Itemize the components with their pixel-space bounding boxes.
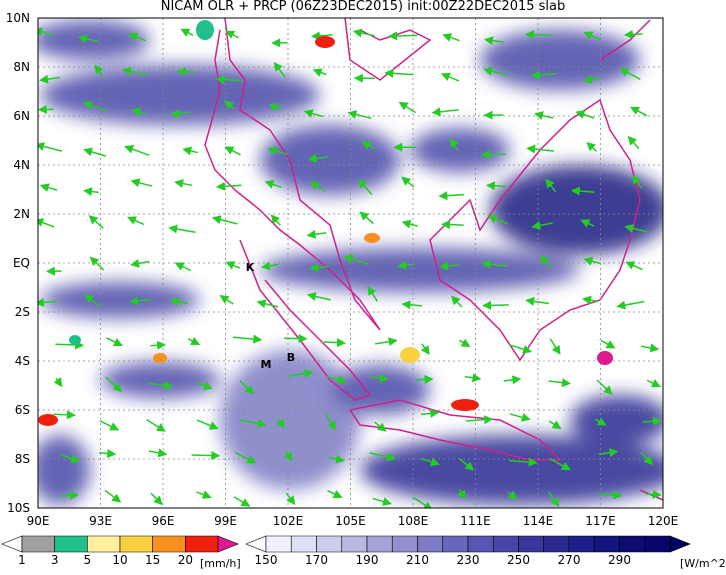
colorbar-swatch [443, 536, 468, 552]
colorbar-swatch [246, 536, 266, 552]
lon-label: 102E [273, 514, 304, 528]
colorbar-label: 270 [558, 553, 581, 567]
lat-label: 8N [13, 60, 30, 74]
colorbar-unit: [mm/h] [200, 557, 241, 570]
place-marker: M [261, 358, 272, 371]
lon-label: 90E [27, 514, 50, 528]
colorbar-swatch [55, 536, 88, 552]
colorbar-swatch [493, 536, 518, 552]
colorbar-swatch [22, 536, 55, 552]
wind-arrow [284, 338, 306, 339]
wind-arrow [484, 305, 509, 306]
place-marker: K [246, 261, 255, 274]
colorbar-unit: [W/m^2] [680, 557, 726, 570]
wind-arrow [178, 71, 195, 72]
lat-label: 6S [15, 403, 30, 417]
colorbar-swatch [342, 536, 367, 552]
colorbar-label: 290 [608, 553, 631, 567]
colorbar-label: 3 [51, 553, 59, 567]
lat-label: 2N [13, 207, 30, 221]
colorbar-swatch [120, 536, 153, 552]
colorbar-swatch [153, 536, 186, 552]
lat-label: 4S [15, 354, 30, 368]
lat-label: 10N [6, 11, 30, 25]
colorbar-swatch [317, 536, 342, 552]
colorbar-swatch [519, 536, 544, 552]
wind-arrow [416, 379, 432, 380]
wind-arrow [54, 414, 75, 415]
wind-arrow [625, 34, 642, 35]
wind-arrow [55, 344, 82, 345]
colorbar-swatch [392, 536, 417, 552]
map-title: NICAM OLR + PRCP (06Z23DEC2015) init:00Z… [161, 0, 566, 14]
colorbar-swatch [468, 536, 493, 552]
colorbar-swatch [418, 536, 443, 552]
lon-label: 111E [460, 514, 491, 528]
wind-arrow [324, 342, 345, 343]
colorbar-label: 190 [356, 553, 379, 567]
wind-arrow [59, 495, 77, 496]
lat-label: EQ [13, 256, 30, 270]
colorbar-swatch [291, 536, 316, 552]
lon-label: 99E [214, 514, 237, 528]
lon-label: 120E [648, 514, 679, 528]
colorbar-swatch [569, 536, 594, 552]
colorbar-label: 20 [178, 553, 193, 567]
lon-label: 108E [398, 514, 429, 528]
colorbar-label: 210 [406, 553, 429, 567]
wind-arrow [390, 35, 418, 36]
colorbar-swatch [670, 536, 690, 552]
wind-arrow [150, 345, 164, 346]
lat-label: 8S [15, 452, 30, 466]
lat-label: 6N [13, 109, 30, 123]
wind-arrow [442, 224, 463, 225]
colorbar-swatch [218, 536, 238, 552]
colorbar-label: 15 [145, 553, 160, 567]
map-area [30, 18, 680, 509]
colorbar-label: 1 [18, 553, 26, 567]
colorbar-swatch [594, 536, 619, 552]
lon-label: 93E [89, 514, 112, 528]
lon-label: 117E [585, 514, 616, 528]
lat-label: 4N [13, 158, 30, 172]
colorbar-swatch [266, 536, 291, 552]
lon-label: 105E [335, 514, 366, 528]
colorbar-swatch [645, 536, 670, 552]
colorbar-swatch [367, 536, 392, 552]
wind-arrow [192, 455, 219, 456]
colorbar-swatch [620, 536, 645, 552]
lat-label: 10S [7, 501, 30, 515]
lon-label: 114E [523, 514, 554, 528]
colorbar-label: 250 [507, 553, 530, 567]
colorbar-label: 150 [255, 553, 278, 567]
colorbar-label: 230 [457, 553, 480, 567]
colorbar-label: 170 [305, 553, 328, 567]
colorbar-label: 10 [112, 553, 127, 567]
colorbar-label: 5 [84, 553, 92, 567]
colorbar-swatch [2, 536, 22, 552]
wind-arrow [526, 34, 552, 35]
place-marker: B [287, 351, 295, 364]
lat-label: 2S [15, 305, 30, 319]
colorbar-swatch [185, 536, 218, 552]
lon-label: 96E [152, 514, 175, 528]
colorbar-swatch [87, 536, 120, 552]
colorbar-swatch [544, 536, 569, 552]
